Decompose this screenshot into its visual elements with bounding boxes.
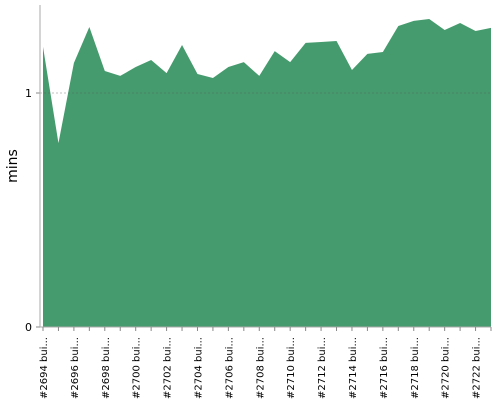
x-tick-label: #2696 bui... <box>70 337 81 399</box>
x-tick-label: #2706 bui... <box>224 337 235 399</box>
x-tick-label: #2714 bui... <box>348 337 359 399</box>
x-tick-label: #2710 bui... <box>286 337 297 399</box>
area <box>43 19 491 327</box>
x-tick-label: #2722 bui... <box>472 337 483 399</box>
y-tick-label: 1 <box>25 87 32 100</box>
x-tick-label: #2704 bui... <box>193 337 204 399</box>
x-tick-label: #2718 bui... <box>410 337 421 399</box>
x-tick-label: #2694 bui... <box>39 337 50 399</box>
x-tick-label: #2708 bui... <box>255 337 266 399</box>
x-tick-label: #2720 bui... <box>441 337 452 399</box>
x-tick-label: #2712 bui... <box>317 337 328 399</box>
x-tick-label: #2698 bui... <box>101 337 112 399</box>
x-tick-label: #2700 bui... <box>132 337 143 399</box>
x-tick-label: #2702 bui... <box>163 337 174 399</box>
y-tick-label: 0 <box>25 321 32 334</box>
x-tick-label: #2716 bui... <box>379 337 390 399</box>
y-axis-label: mins <box>5 149 21 183</box>
